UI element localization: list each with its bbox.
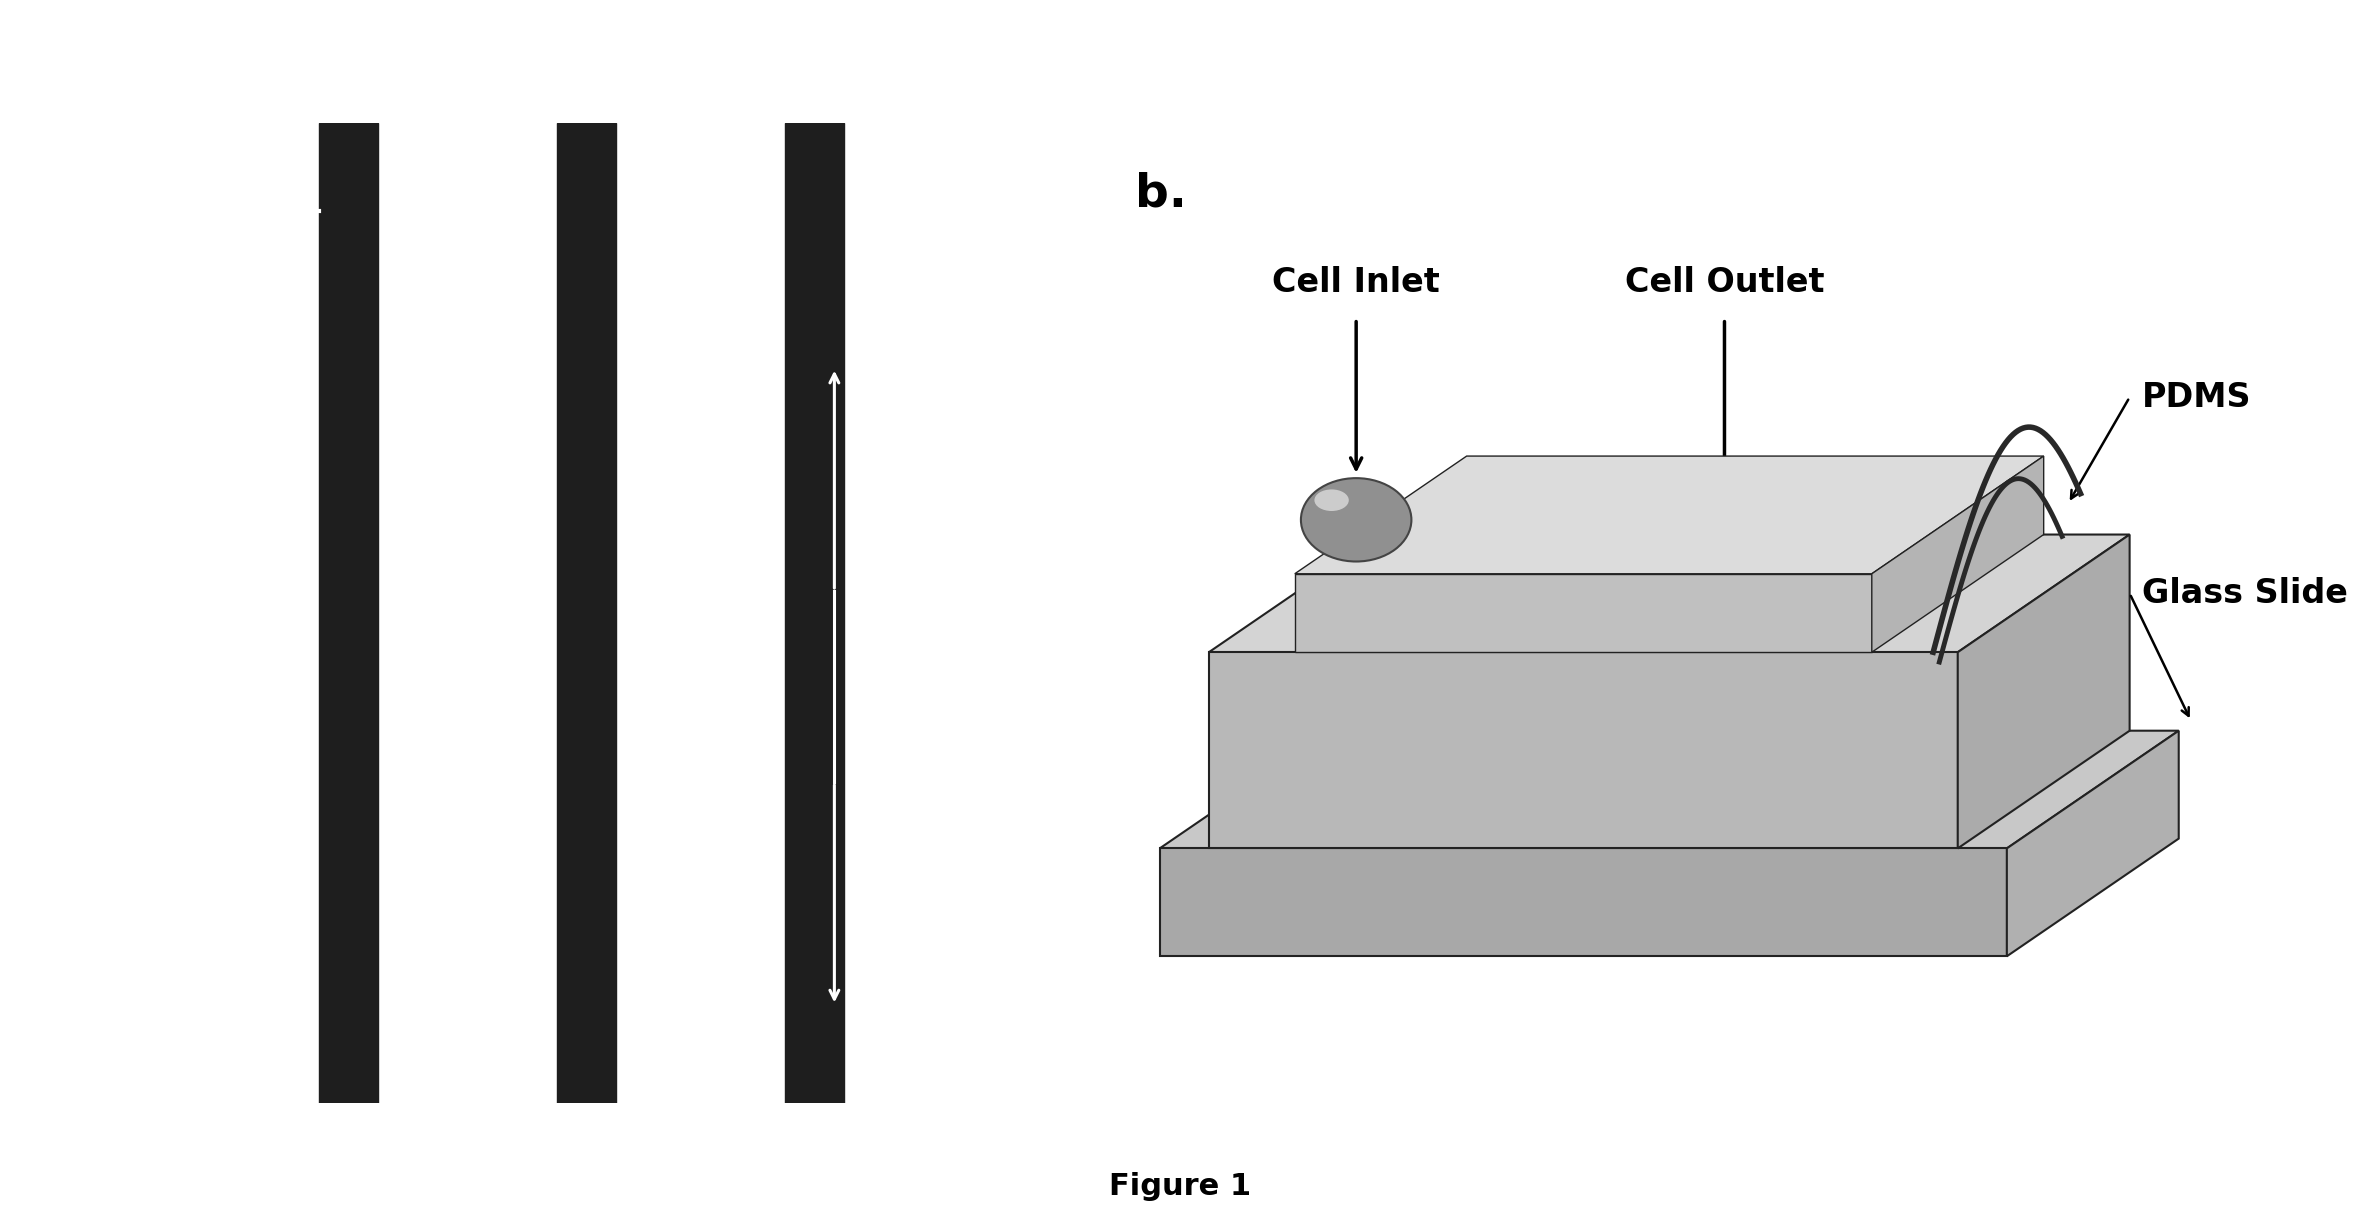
Bar [557,123,616,1103]
Text: *: * [501,836,512,861]
Bar [784,123,845,1103]
Text: Glass Slide: Glass Slide [2141,577,2347,609]
Text: S: S [177,623,222,682]
Polygon shape [1209,652,1957,848]
Text: a: a [130,240,151,270]
Polygon shape [1872,456,2045,652]
Ellipse shape [1315,489,1348,511]
Polygon shape [1159,848,2007,956]
Bar [319,123,378,1103]
Text: b.: b. [1136,172,1188,217]
Polygon shape [1294,574,1872,652]
Text: L: L [725,623,765,682]
Text: Figure 1: Figure 1 [1110,1172,1251,1201]
Text: Cell Inlet: Cell Inlet [1273,266,1440,299]
Text: W: W [475,584,541,642]
Polygon shape [2007,731,2179,956]
Ellipse shape [1301,478,1412,562]
Polygon shape [1209,535,2130,652]
Polygon shape [1159,731,2179,848]
Polygon shape [1294,456,2045,574]
Polygon shape [1957,535,2130,848]
Text: PDMS: PDMS [2141,381,2252,413]
Text: Cell Outlet: Cell Outlet [1624,266,1825,299]
